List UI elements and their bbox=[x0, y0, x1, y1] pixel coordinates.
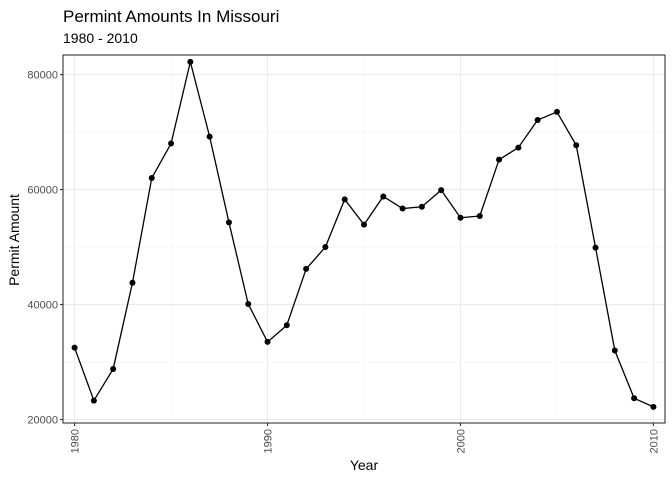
x-tick-label: 1990 bbox=[263, 429, 275, 453]
data-point bbox=[187, 58, 194, 65]
data-point bbox=[283, 322, 290, 329]
x-tick-label: 2010 bbox=[648, 429, 660, 453]
y-axis-title: Permit Amount bbox=[6, 194, 22, 286]
data-point bbox=[206, 133, 213, 140]
data-point bbox=[361, 221, 367, 228]
panel-border bbox=[62, 54, 666, 424]
y-tick-label: 60000 bbox=[27, 185, 58, 197]
y-tick-label: 80000 bbox=[27, 70, 58, 82]
data-point bbox=[650, 403, 657, 410]
data-point bbox=[71, 344, 78, 351]
data-point bbox=[322, 244, 329, 251]
data-point bbox=[631, 395, 638, 402]
data-point bbox=[168, 140, 175, 147]
data-point bbox=[476, 213, 483, 219]
data-point bbox=[264, 338, 271, 345]
data-point bbox=[148, 175, 155, 182]
data-point bbox=[399, 205, 406, 212]
data-point bbox=[611, 347, 618, 354]
data-point bbox=[553, 108, 560, 115]
data-point bbox=[496, 156, 503, 163]
y-tick-label: 20000 bbox=[27, 415, 58, 427]
data-point bbox=[110, 365, 117, 372]
data-point bbox=[534, 116, 541, 123]
chart-title: Permint Amounts In Missouri bbox=[63, 7, 279, 26]
data-point bbox=[457, 214, 464, 221]
plot-area: 20000 40000 60000 80000 1980 1990 2000 2010 bbox=[27, 54, 666, 453]
data-point bbox=[245, 300, 252, 307]
x-axis-title: Year bbox=[350, 457, 379, 473]
data-point bbox=[225, 219, 232, 226]
chart-subtitle: 1980 - 2010 bbox=[63, 30, 138, 46]
data-point bbox=[592, 244, 599, 251]
y-tick-label: 40000 bbox=[27, 300, 58, 312]
data-point bbox=[515, 144, 522, 151]
data-point bbox=[303, 265, 310, 272]
x-tick-label: 1980 bbox=[70, 429, 82, 453]
data-point bbox=[380, 193, 387, 200]
data-point bbox=[438, 187, 445, 194]
data-point bbox=[418, 203, 425, 210]
data-point bbox=[573, 142, 580, 149]
data-point bbox=[129, 279, 136, 286]
x-tick-label: 2000 bbox=[455, 429, 467, 453]
data-point bbox=[341, 196, 348, 203]
data-point bbox=[90, 397, 97, 404]
